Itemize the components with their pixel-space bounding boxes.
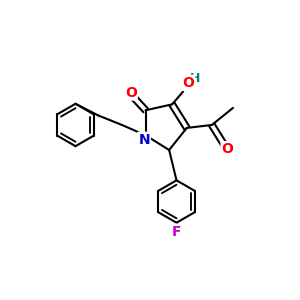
Text: O: O (221, 142, 233, 156)
Text: H: H (190, 72, 200, 85)
Text: F: F (172, 225, 181, 238)
Text: O: O (125, 85, 137, 100)
Text: N: N (138, 133, 150, 147)
Text: O: O (182, 76, 194, 90)
